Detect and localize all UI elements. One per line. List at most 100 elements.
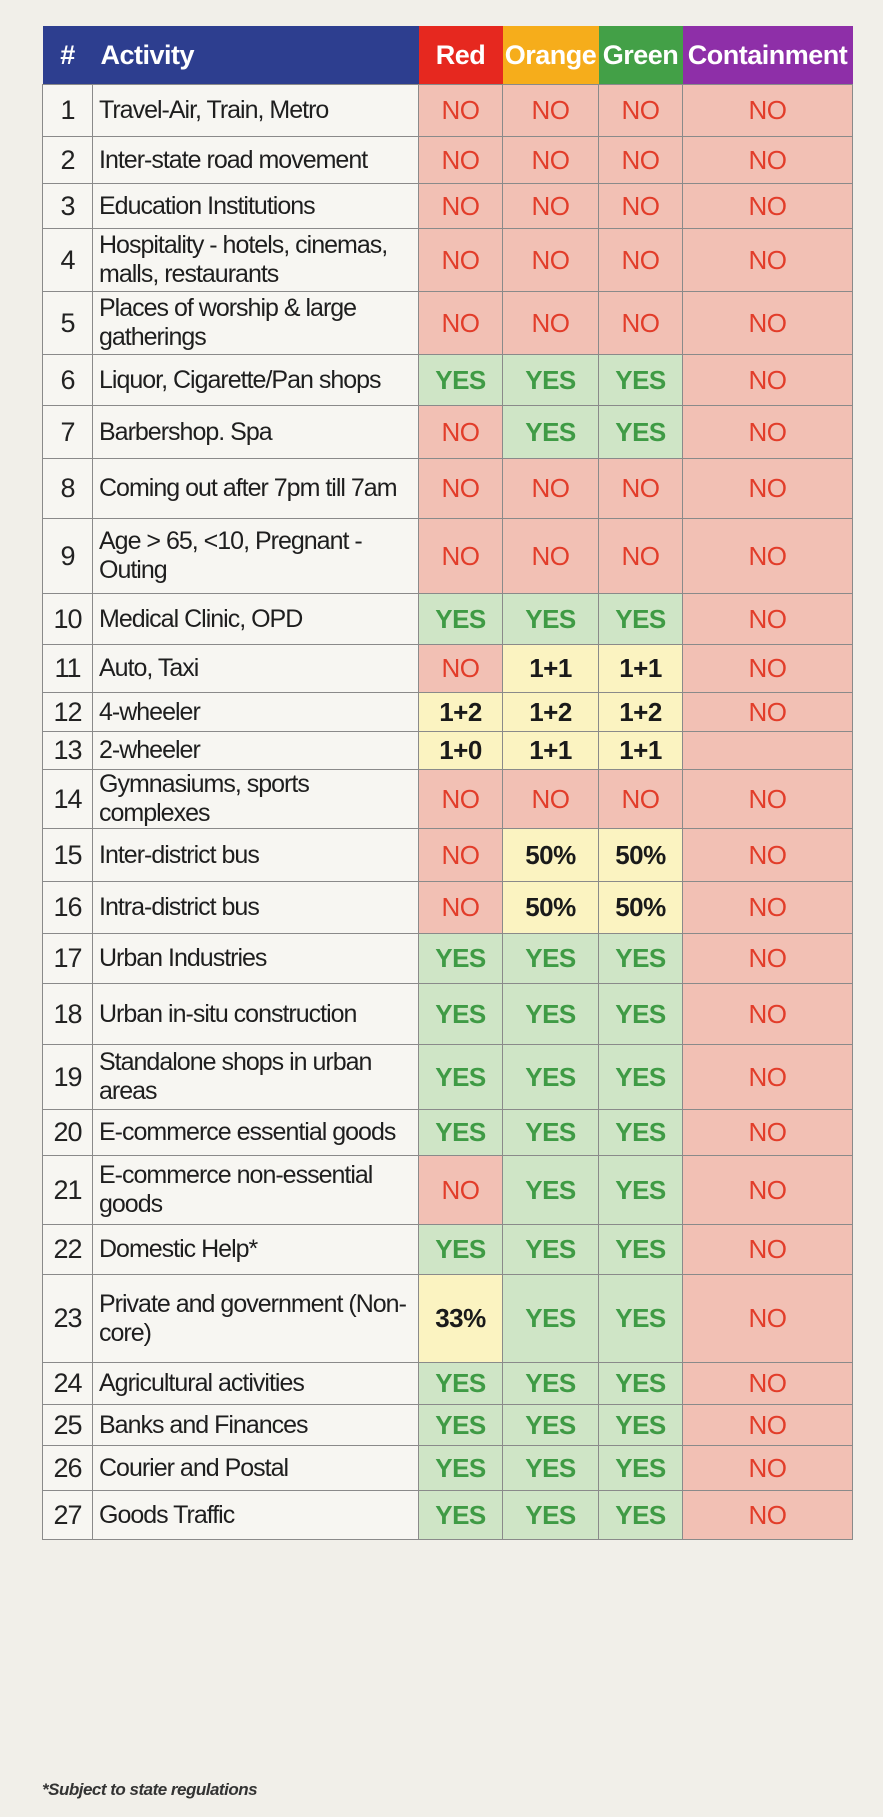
row-number: 7 <box>42 405 93 459</box>
red-zone-status: YES <box>418 1109 503 1156</box>
row-number: 13 <box>42 731 93 770</box>
red-zone-status: NO <box>418 291 503 355</box>
green-zone-status: 1+2 <box>598 692 683 732</box>
table-row: 24 Agricultural activities YES YES YES NO <box>42 1362 853 1405</box>
orange-zone-status: YES <box>502 1109 599 1156</box>
header-number: # <box>42 26 93 85</box>
table-row: 22 Domestic Help* YES YES YES NO <box>42 1224 853 1275</box>
activity-name: Urban Industries <box>92 933 419 984</box>
red-zone-status: NO <box>418 828 503 882</box>
activity-name: Standalone shops in urban areas <box>92 1044 419 1110</box>
row-number: 3 <box>42 183 93 229</box>
table-row: 25 Banks and Finances YES YES YES NO <box>42 1404 853 1446</box>
orange-zone-status: YES <box>502 1404 599 1446</box>
row-number: 12 <box>42 692 93 732</box>
orange-zone-status: YES <box>502 983 599 1045</box>
table-row: 7 Barbershop. Spa NO YES YES NO <box>42 405 853 459</box>
activity-name: Coming out after 7pm till 7am <box>92 458 419 519</box>
green-zone-status: YES <box>598 1044 683 1110</box>
red-zone-status: NO <box>418 881 503 934</box>
table-row: 14 Gymnasiums, sports complexes NO NO NO NO <box>42 769 853 829</box>
table-row: 18 Urban in-situ construction YES YES YES NO <box>42 983 853 1045</box>
green-zone-status: NO <box>598 291 683 355</box>
activity-name: E-commerce non-essential goods <box>92 1155 419 1225</box>
table-row: 8 Coming out after 7pm till 7am NO NO NO NO <box>42 458 853 519</box>
table-row: 17 Urban Industries YES YES YES NO <box>42 933 853 984</box>
green-zone-status: NO <box>598 769 683 829</box>
activity-name: Places of worship & large gatherings <box>92 291 419 355</box>
red-zone-status: NO <box>418 644 503 693</box>
table-row: 19 Standalone shops in urban areas YES YES Y… <box>42 1044 853 1110</box>
row-number: 24 <box>42 1362 93 1405</box>
orange-zone-status: YES <box>502 933 599 984</box>
orange-zone-status: YES <box>502 1274 599 1363</box>
row-number: 6 <box>42 354 93 406</box>
activity-name: 2-wheeler <box>92 731 419 770</box>
green-zone-status: NO <box>598 458 683 519</box>
green-zone-status: YES <box>598 405 683 459</box>
orange-zone-status: NO <box>502 518 599 594</box>
activity-name: Medical Clinic, OPD <box>92 593 419 645</box>
green-zone-status: NO <box>598 518 683 594</box>
green-zone-status: NO <box>598 136 683 184</box>
orange-zone-status: 50% <box>502 828 599 882</box>
table-body: 1 Travel-Air, Train, Metro NO NO NO NO 2 Inter-… <box>42 84 853 1540</box>
orange-zone-status: YES <box>502 1362 599 1405</box>
green-zone-status: YES <box>598 593 683 645</box>
row-number: 26 <box>42 1445 93 1491</box>
orange-zone-status: YES <box>502 354 599 406</box>
row-number: 11 <box>42 644 93 693</box>
row-number: 15 <box>42 828 93 882</box>
containment-zone-status: NO <box>682 136 853 184</box>
green-zone-status: 1+1 <box>598 644 683 693</box>
row-number: 20 <box>42 1109 93 1156</box>
red-zone-status: YES <box>418 983 503 1045</box>
row-number: 8 <box>42 458 93 519</box>
header-green-zone: Green <box>598 26 683 85</box>
containment-zone-status: NO <box>682 983 853 1045</box>
red-zone-status: YES <box>418 1224 503 1275</box>
red-zone-status: NO <box>418 228 503 292</box>
red-zone-status: 1+2 <box>418 692 503 732</box>
containment-zone-status: NO <box>682 1362 853 1405</box>
green-zone-status: YES <box>598 1490 683 1540</box>
zone-activity-table-container: # Activity Red Orange Green Containment … <box>42 26 853 1540</box>
green-zone-status: YES <box>598 1404 683 1446</box>
containment-zone-status: NO <box>682 228 853 292</box>
orange-zone-status: YES <box>502 1224 599 1275</box>
containment-zone-status: NO <box>682 1044 853 1110</box>
row-number: 17 <box>42 933 93 984</box>
green-zone-status: YES <box>598 1109 683 1156</box>
red-zone-status: YES <box>418 1445 503 1491</box>
red-zone-status: YES <box>418 933 503 984</box>
table-row: 11 Auto, Taxi NO 1+1 1+1 NO <box>42 644 853 693</box>
green-zone-status: YES <box>598 1274 683 1363</box>
green-zone-status: 1+1 <box>598 731 683 770</box>
row-number: 9 <box>42 518 93 594</box>
activity-name: Private and government (Non-core) <box>92 1274 419 1363</box>
orange-zone-status: YES <box>502 1445 599 1491</box>
orange-zone-status: 50% <box>502 881 599 934</box>
containment-zone-status: NO <box>682 84 853 137</box>
containment-zone-status: NO <box>682 769 853 829</box>
orange-zone-status: 1+1 <box>502 731 599 770</box>
table-row: 12 4-wheeler 1+2 1+2 1+2 NO <box>42 692 853 732</box>
row-number: 16 <box>42 881 93 934</box>
table-row: 20 E-commerce essential goods YES YES YES NO <box>42 1109 853 1156</box>
footnote: *Subject to state regulations <box>42 1780 258 1799</box>
header-containment-zone: Containment <box>682 26 853 85</box>
activity-name: Goods Traffic <box>92 1490 419 1540</box>
containment-zone-status <box>682 731 853 770</box>
table-row: 21 E-commerce non-essential goods NO YES YES… <box>42 1155 853 1225</box>
containment-zone-status: NO <box>682 1155 853 1225</box>
containment-zone-status: NO <box>682 518 853 594</box>
containment-zone-status: NO <box>682 593 853 645</box>
row-number: 2 <box>42 136 93 184</box>
green-zone-status: YES <box>598 1362 683 1405</box>
red-zone-status: NO <box>418 183 503 229</box>
containment-zone-status: NO <box>682 1109 853 1156</box>
containment-zone-status: NO <box>682 644 853 693</box>
containment-zone-status: NO <box>682 1274 853 1363</box>
containment-zone-status: NO <box>682 1490 853 1540</box>
activity-name: Barbershop. Spa <box>92 405 419 459</box>
